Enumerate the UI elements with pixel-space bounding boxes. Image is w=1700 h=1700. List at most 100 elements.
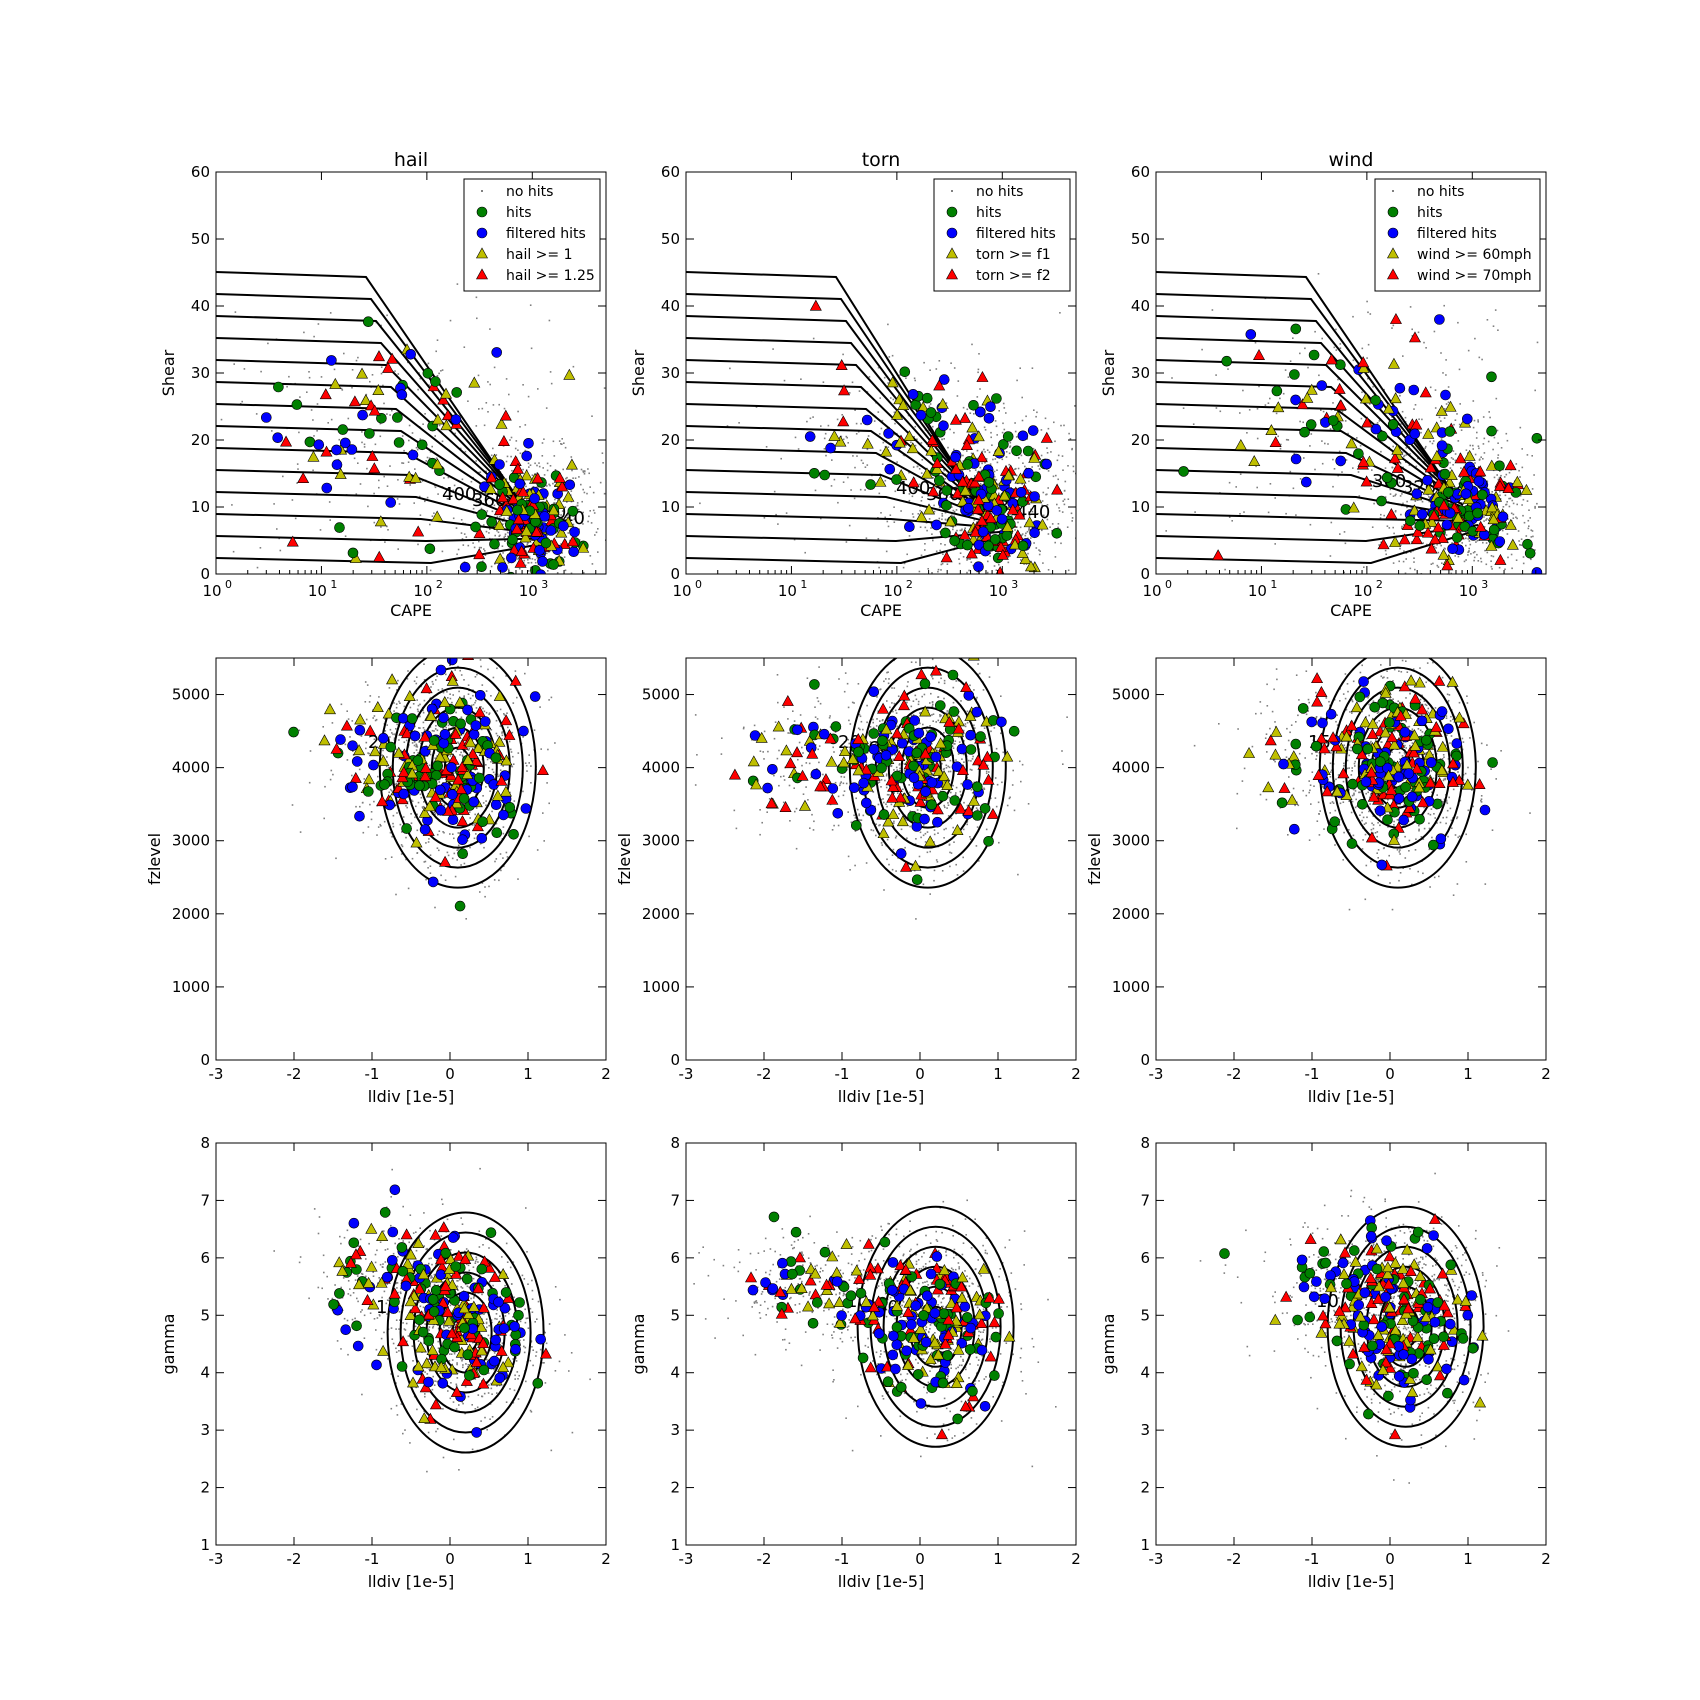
no-hit-point — [1028, 489, 1030, 492]
no-hit-point — [443, 477, 445, 479]
hit-marker — [998, 439, 1009, 450]
no-hit-point — [820, 517, 822, 520]
hit-marker — [1445, 591, 1456, 601]
no-hit-point — [479, 659, 482, 661]
no-hit-point — [446, 851, 449, 854]
hit-marker — [369, 745, 382, 757]
hit-marker — [378, 732, 389, 744]
no-hit-point — [1038, 553, 1041, 556]
hit-marker — [933, 475, 945, 486]
no-hit-point — [455, 606, 457, 608]
hit-marker — [377, 754, 390, 766]
no-hit-point — [548, 483, 550, 486]
no-hit-point — [455, 750, 457, 753]
no-hit-point — [896, 461, 898, 463]
no-hit-point — [938, 360, 941, 362]
no-hit-point — [424, 413, 426, 415]
hit-marker — [323, 703, 336, 715]
no-hit-point — [1549, 490, 1551, 492]
no-hit-point — [313, 435, 315, 437]
no-hit-point — [260, 370, 262, 373]
no-hit-point — [297, 468, 299, 470]
no-hit-point — [1378, 544, 1380, 546]
hit-marker — [514, 478, 526, 490]
no-hit-point — [591, 563, 594, 565]
no-hit-point — [1256, 486, 1258, 489]
no-hit-point — [397, 679, 399, 682]
no-hit-point — [902, 454, 905, 456]
no-hit-point — [1480, 456, 1482, 458]
no-hit-point — [1304, 347, 1306, 350]
no-hit-point — [941, 562, 944, 565]
no-hit-point — [809, 417, 812, 420]
x-axis-label: CAPE — [390, 601, 432, 620]
no-hit-point — [1280, 443, 1282, 446]
no-hit-point — [1028, 528, 1031, 531]
hit-marker — [1385, 508, 1398, 519]
no-hit-point — [391, 732, 393, 734]
no-hit-point — [1512, 517, 1515, 519]
no-hit-point — [1521, 448, 1523, 450]
no-hit-point — [1463, 560, 1466, 563]
no-hit-point — [552, 440, 555, 443]
no-hit-point — [504, 533, 507, 535]
no-hit-point — [1279, 397, 1281, 400]
no-hit-point — [1511, 499, 1514, 502]
hit-marker — [1360, 475, 1373, 487]
no-hit-point — [494, 534, 496, 537]
no-hit-point — [457, 844, 460, 847]
hit-marker — [1111, 472, 1122, 482]
no-hit-point — [944, 478, 947, 480]
no-hit-point — [1441, 562, 1443, 564]
no-hit-point — [914, 379, 916, 382]
no-hit-point — [522, 736, 524, 738]
no-hit-point — [317, 323, 320, 325]
no-hit-point — [480, 546, 482, 549]
no-hit-point — [1023, 563, 1025, 565]
no-hit-point — [484, 654, 486, 656]
plot-area: 20 — [288, 654, 556, 920]
no-hit-point — [1531, 455, 1533, 457]
no-hit-point — [1015, 474, 1018, 477]
hit-marker — [1394, 382, 1406, 394]
hit-marker — [519, 531, 532, 543]
no-hit-point — [651, 341, 653, 343]
no-hit-point — [452, 694, 454, 696]
legend-swatch — [946, 227, 958, 239]
contour-line — [391, 666, 524, 869]
no-hit-point — [456, 553, 458, 556]
no-hit-point — [416, 676, 418, 678]
no-hit-point — [1309, 445, 1311, 447]
no-hit-point — [1401, 493, 1403, 495]
hit-marker — [495, 774, 508, 786]
no-hit-point — [388, 791, 390, 794]
x-tick-exp: 3 — [1011, 578, 1018, 591]
no-hit-point — [547, 748, 549, 751]
hit-marker — [1083, 450, 1094, 460]
no-hit-point — [854, 466, 856, 469]
no-hit-point — [860, 422, 862, 425]
no-hit-point — [491, 810, 493, 813]
no-hit-point — [485, 764, 487, 766]
no-hit-point — [1616, 452, 1618, 454]
legend-label: hits — [976, 205, 1002, 221]
no-hit-point — [255, 413, 258, 415]
no-hit-point — [470, 704, 473, 707]
y-tick-label: 10 — [1131, 498, 1150, 516]
hit-marker — [1430, 449, 1443, 461]
no-hit-point — [426, 456, 429, 459]
no-hit-point — [477, 374, 480, 377]
no-hit-point — [1474, 337, 1476, 340]
no-hit-point — [1583, 466, 1585, 468]
no-hit-point — [1083, 426, 1085, 428]
no-hit-point — [469, 697, 472, 700]
y-tick-label: 10 — [191, 498, 210, 516]
no-hit-point — [1038, 468, 1041, 470]
no-hit-point — [408, 424, 411, 427]
no-hit-point — [570, 572, 573, 574]
no-hit-point — [1030, 508, 1032, 511]
no-hit-point — [952, 528, 954, 531]
no-hit-point — [976, 457, 978, 460]
contour-line — [216, 447, 537, 524]
hit-marker — [1027, 425, 1039, 436]
